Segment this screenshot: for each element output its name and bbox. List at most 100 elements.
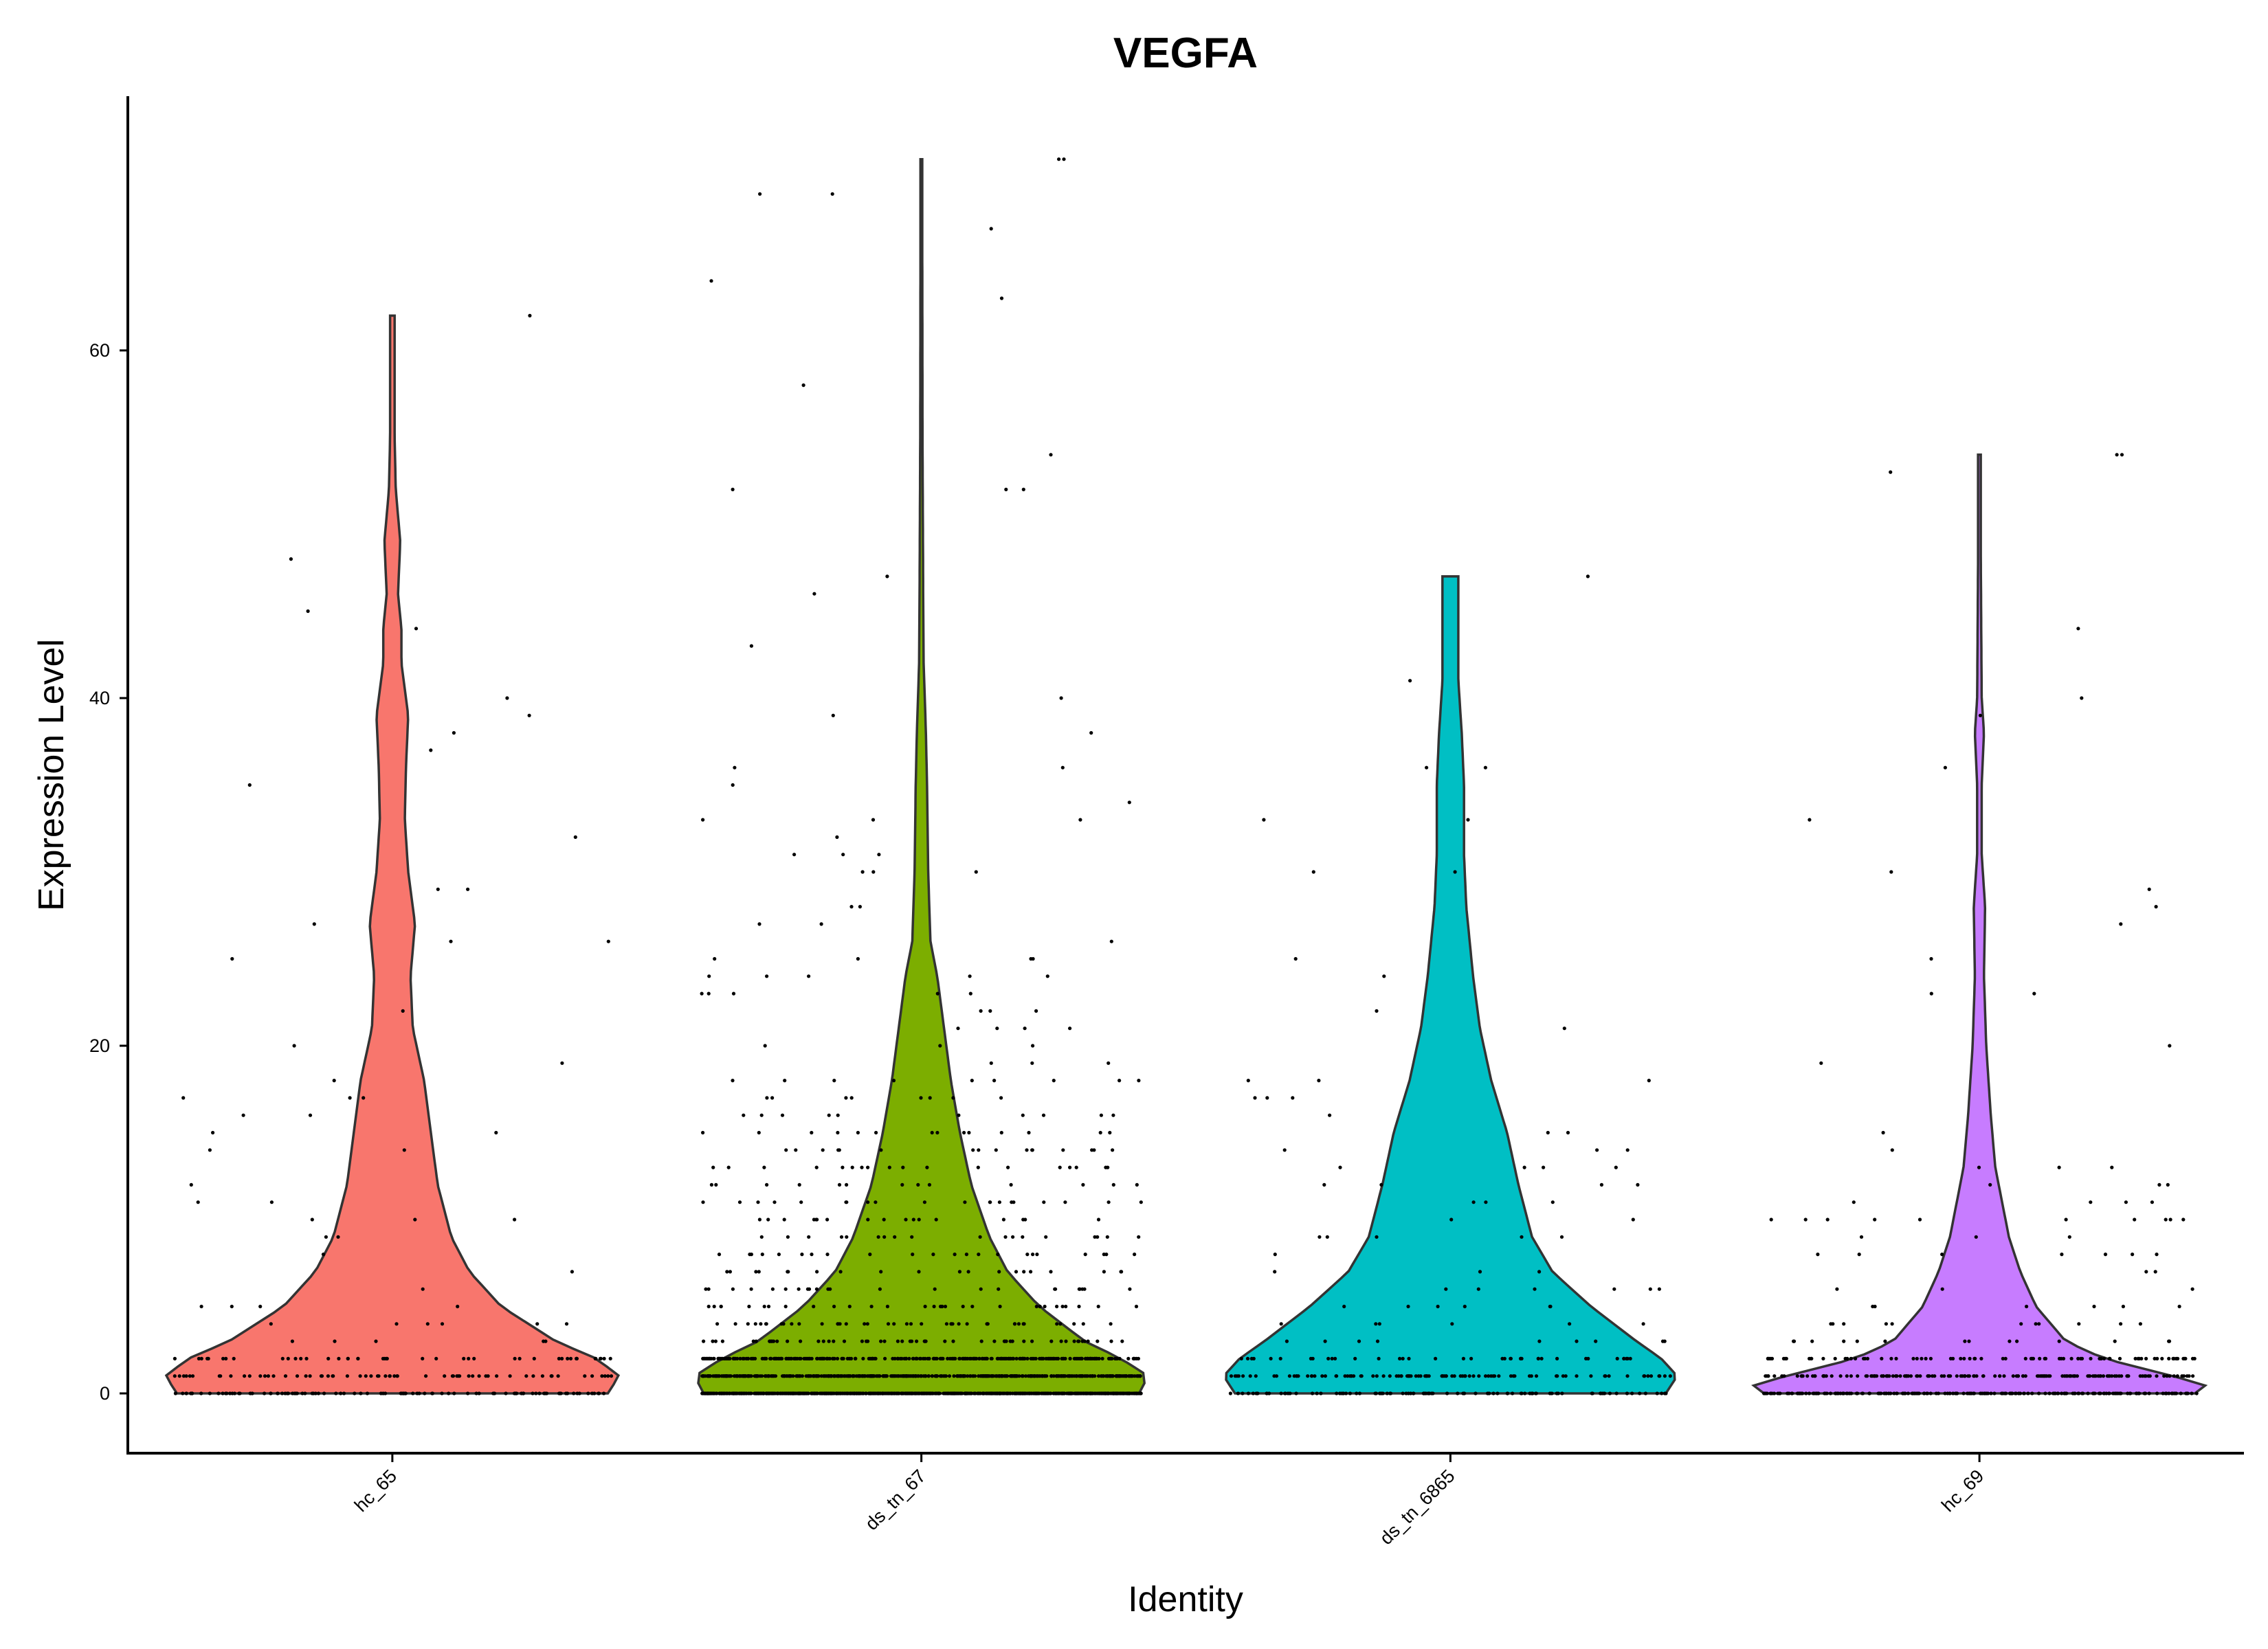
data-point <box>1628 1356 1632 1360</box>
jitter-points <box>173 157 2199 1395</box>
data-point <box>1060 1391 1065 1395</box>
data-point <box>2110 1165 2114 1169</box>
data-point <box>870 1356 875 1360</box>
data-point <box>458 1374 462 1378</box>
data-point <box>1423 1391 1427 1395</box>
data-point <box>1471 1200 1476 1204</box>
data-point <box>2180 1374 2184 1378</box>
data-point <box>966 1270 970 1274</box>
data-point <box>794 1148 798 1152</box>
data-point <box>1023 1027 1027 1031</box>
data-point <box>181 1391 185 1395</box>
data-point <box>700 1391 704 1395</box>
data-point <box>956 1374 960 1378</box>
data-point <box>1021 1113 1025 1117</box>
data-point <box>440 1322 445 1326</box>
data-point <box>1821 1374 1825 1378</box>
data-point <box>1881 1130 1885 1135</box>
data-point <box>748 1391 752 1395</box>
data-point <box>809 1391 814 1395</box>
data-point <box>430 1391 434 1395</box>
data-point <box>820 1322 824 1326</box>
data-point <box>782 1218 786 1222</box>
data-point <box>505 696 509 700</box>
data-point <box>540 1374 545 1378</box>
data-point <box>1014 1391 1018 1395</box>
data-point <box>788 1374 792 1378</box>
data-point <box>766 1218 770 1222</box>
data-point <box>2060 1374 2065 1378</box>
data-point <box>1069 1374 1074 1378</box>
data-point <box>882 1235 887 1239</box>
data-point <box>2153 1270 2157 1274</box>
data-point <box>1824 1374 1828 1378</box>
data-point <box>864 1391 868 1395</box>
data-point <box>786 1374 790 1378</box>
data-point <box>1062 157 1066 161</box>
data-point <box>996 1253 1000 1257</box>
data-point <box>2089 1356 2093 1360</box>
data-point <box>1534 1391 1538 1395</box>
data-point <box>263 1374 267 1378</box>
data-point <box>1253 1096 1257 1100</box>
data-point <box>1105 1235 1109 1239</box>
data-point <box>881 1391 885 1395</box>
data-point <box>1845 1374 1849 1378</box>
data-point <box>566 1356 570 1360</box>
data-point <box>1647 1079 1651 1083</box>
data-point <box>951 1096 955 1100</box>
data-point <box>224 1356 228 1360</box>
data-point <box>999 1130 1003 1135</box>
data-point <box>886 1322 891 1326</box>
data-point <box>2194 1391 2199 1395</box>
data-point <box>1273 1253 1277 1257</box>
data-point <box>968 1374 972 1378</box>
data-point <box>1306 1374 1310 1378</box>
data-point <box>1118 1079 1122 1083</box>
data-point <box>759 1235 764 1239</box>
data-point <box>1114 1356 1118 1360</box>
data-point <box>957 1356 961 1360</box>
data-point <box>2155 1356 2159 1360</box>
data-point <box>985 1391 989 1395</box>
data-point <box>1816 1253 1820 1257</box>
data-point <box>1018 1356 1022 1360</box>
data-point <box>1077 1304 1081 1309</box>
data-point <box>1095 1356 1099 1360</box>
data-point <box>994 1391 998 1395</box>
data-point <box>1805 1374 1810 1378</box>
data-point <box>1064 1339 1068 1343</box>
data-point <box>1323 1339 1327 1343</box>
data-point <box>855 1391 859 1395</box>
data-point <box>1513 1374 1517 1378</box>
data-point <box>1061 1148 1065 1152</box>
data-point <box>308 1113 313 1117</box>
data-point <box>1269 1356 1273 1360</box>
data-point <box>996 1356 1000 1360</box>
data-point <box>1311 1356 1315 1360</box>
data-point <box>822 1356 826 1360</box>
data-point <box>1061 1356 1065 1360</box>
data-point <box>1058 1165 1062 1169</box>
data-point <box>997 1287 1001 1291</box>
data-point <box>1928 1356 1933 1360</box>
data-point <box>2133 1218 2137 1222</box>
data-point <box>2131 1253 2135 1257</box>
data-point <box>2022 1391 2026 1395</box>
data-point <box>1047 1391 1051 1395</box>
data-point <box>832 1304 836 1309</box>
data-point <box>575 1391 579 1395</box>
data-point <box>1249 1356 1254 1360</box>
data-point <box>989 1061 993 1065</box>
data-point <box>754 1391 758 1395</box>
data-point <box>1006 1391 1010 1395</box>
data-point <box>346 1356 350 1360</box>
data-point <box>1375 1339 1380 1343</box>
data-point <box>943 1374 947 1378</box>
x-axis-title: Identity <box>1128 1580 1243 1619</box>
data-point <box>837 1182 842 1187</box>
data-point <box>456 1304 460 1309</box>
data-point <box>1115 1391 1119 1395</box>
data-point <box>1915 1374 1920 1378</box>
data-point <box>749 644 753 648</box>
